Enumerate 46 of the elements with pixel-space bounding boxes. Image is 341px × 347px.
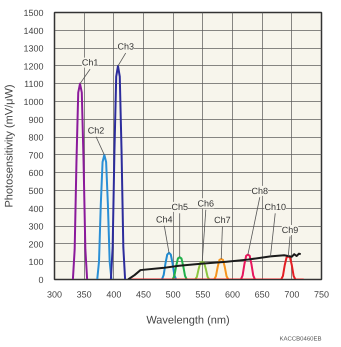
y-tick-label: 1000 [23,97,44,107]
line-series [213,258,230,280]
y-tick-label: 800 [28,132,44,143]
x-tick-label: 300 [46,290,62,300]
x-tick-label: 350 [76,290,92,300]
line-series [172,256,188,280]
y-tick-label: 700 [28,150,44,160]
text: Ch2 [88,125,104,136]
line-series [96,154,112,280]
y-tick-label: 100 [28,257,44,268]
x-tick-label: 650 [254,290,270,300]
x-tick-label: 750 [314,290,330,300]
line-series [240,254,256,280]
y-tick-label: 300 [28,222,44,232]
text: Ch9 [282,225,298,235]
text: Ch8 [252,186,268,196]
text: Ch6 [198,198,214,208]
y-axis-title: Photosensitivity (mV/μW) [3,84,16,208]
x-tick-label: 700 [284,290,300,300]
line-series [110,64,126,280]
text: Ch10 [264,202,286,212]
x-tick-label: 400 [106,290,122,300]
x-tick-label: 550 [195,290,210,300]
y-tick-label: 400 [28,204,44,214]
y-tick-label: 1500 [23,8,44,18]
line-series [160,252,178,280]
text: Ch5 [171,202,188,212]
x-tick-label: 450 [136,290,152,300]
series-label: Ch3 [117,42,134,52]
y-tick-label: 200 [28,239,44,250]
line-series [194,260,210,280]
x-tick-label: 600 [224,290,240,300]
y-tick-label: 0 [38,275,44,285]
y-tick-label: 1400 [23,26,44,36]
x-tick-label: 500 [166,290,181,300]
text: Ch4 [156,214,173,224]
y-tick-label: 1200 [23,61,44,72]
y-tick-label: 600 [28,168,44,178]
y-tick-label: 500 [28,186,44,196]
line-series [72,82,88,280]
x-axis-title: Wavelength (nm) [146,314,230,326]
y-tick-label: 1300 [23,44,44,54]
y-tick-label: 900 [28,114,44,125]
y-tick-label: 1100 [24,79,44,90]
series-label: Ch1 [82,58,98,68]
text: Ch7 [214,215,231,226]
